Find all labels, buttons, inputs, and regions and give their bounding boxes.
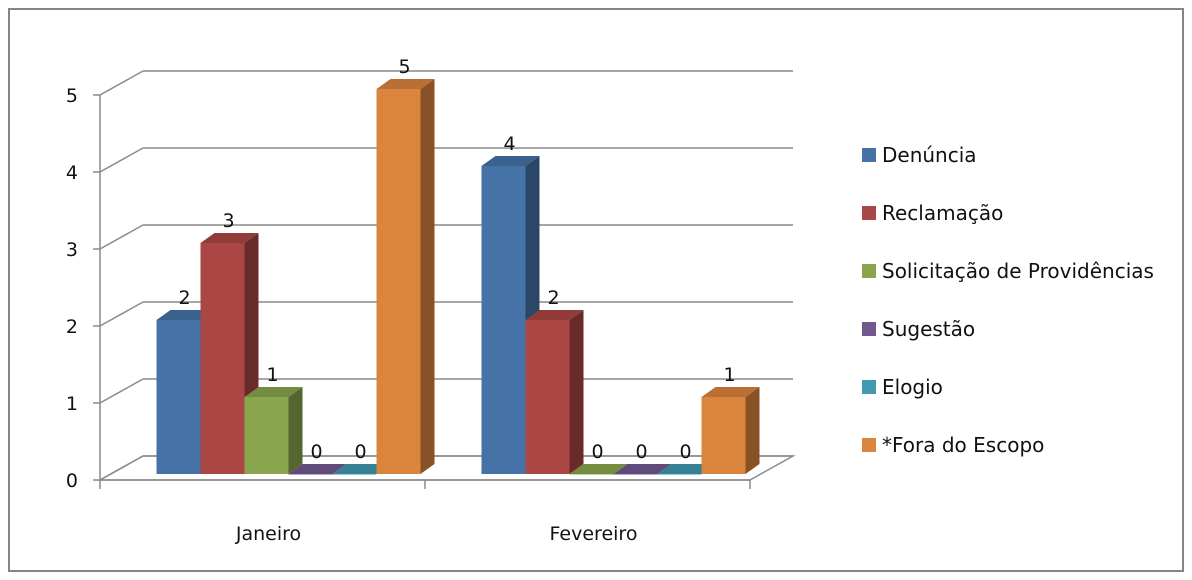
bar-top [613,464,672,474]
x-category-label: Janeiro [235,523,301,545]
bar-side [420,79,435,474]
data-labels: 2 3 1 0 0 5 4 2 0 0 0 1 [178,56,735,463]
bar-top [569,464,628,474]
bar-front [332,474,377,475]
legend-label: *Fora do Escopo [882,433,1044,457]
bar-front [156,320,201,474]
x-category-label: Fevereiro [550,523,638,545]
bar-chart: 0 1 2 3 4 5 Janeiro Fevereiro 2 3 1 0 0 5 4 2 0 0 0 1 Denú… [66,56,1154,545]
legend-swatch [862,264,876,278]
axes: 0 1 2 3 4 5 Janeiro Fevereiro [66,85,751,545]
bar [200,233,259,474]
bar-top [332,464,391,474]
bar-front [525,320,570,474]
y-tick-label: 1 [66,393,78,415]
gridline-side [99,70,144,96]
legend-item: Denúncia [862,143,977,167]
legend-item: Solicitação de Providências [862,259,1154,283]
data-label: 1 [723,364,735,386]
bar [657,464,716,475]
bar-front [376,89,421,474]
data-label: 0 [679,441,691,463]
y-tick-label: 4 [66,162,78,184]
bar [525,310,584,474]
legend-item: Elogio [862,375,943,399]
gridline-side [99,301,144,327]
y-tick-label: 5 [66,85,78,107]
bar-top [288,464,347,474]
bar-top [481,156,540,166]
chart-frame: 0 1 2 3 4 5 Janeiro Fevereiro 2 3 1 0 0 5 4 2 0 0 0 1 Denú… [8,8,1184,572]
data-label: 5 [398,56,410,78]
data-label: 0 [591,441,603,463]
data-label: 0 [635,441,647,463]
bar-top [156,310,215,320]
bars [156,79,760,475]
bar-front [613,474,658,475]
gridlines [99,70,793,481]
legend: Denúncia Reclamação Solicitação de Providê… [862,143,1154,457]
gridline-side [99,378,144,404]
bar [244,387,303,474]
bar [288,464,347,475]
bar-side [569,310,584,474]
bar-front [288,474,333,475]
bar-top [701,387,760,397]
legend-item: Reclamação [862,201,1003,225]
bar-front [569,474,614,475]
legend-label: Reclamação [882,201,1003,225]
legend-swatch [862,438,876,452]
data-label: 2 [178,287,190,309]
legend-label: Denúncia [882,143,977,167]
y-tick-label: 2 [66,316,78,338]
bar [332,464,391,475]
bar-front [200,243,245,474]
bar-front [701,397,746,474]
bar [613,464,672,475]
data-label: 1 [266,364,278,386]
gridline-side [99,147,144,173]
y-tick-label: 3 [66,239,78,261]
bar-top [657,464,716,474]
bar [569,464,628,475]
legend-swatch [862,206,876,220]
y-tick-label: 0 [66,470,78,492]
legend-label: Sugestão [882,317,975,341]
legend-label: Elogio [882,375,943,399]
data-label: 4 [503,133,515,155]
legend-item: Sugestão [862,317,975,341]
gridline-side [99,224,144,250]
bar-top [376,79,435,89]
bar-top [200,233,259,243]
legend-swatch [862,380,876,394]
bar-front [657,474,702,475]
data-label: 2 [547,287,559,309]
legend-swatch [862,148,876,162]
legend-swatch [862,322,876,336]
legend-item: *Fora do Escopo [862,433,1044,457]
legend-label: Solicitação de Providências [882,259,1154,283]
data-label: 3 [222,210,234,232]
bar-top [525,310,584,320]
bar-top [244,387,303,397]
bar-side [745,387,760,474]
bar-front [481,166,526,474]
bar-front [244,397,289,474]
data-label: 0 [310,441,322,463]
bar-side [288,387,303,474]
bar [701,387,760,474]
data-label: 0 [354,441,366,463]
bar [376,79,435,474]
gridline-side [99,455,144,481]
